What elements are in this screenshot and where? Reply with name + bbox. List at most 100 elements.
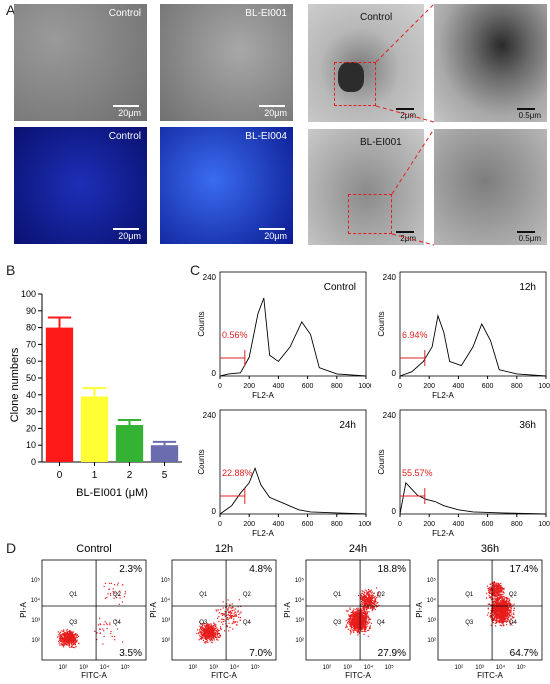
scatter-point (495, 604, 497, 607)
scatter-point (494, 620, 497, 622)
scatter-point (491, 598, 493, 600)
scatter-point (496, 613, 498, 616)
scatter-point (201, 637, 204, 639)
scatter-point (492, 607, 494, 609)
scatter-point (510, 610, 512, 612)
scatter-point (509, 620, 511, 622)
scatter-point (349, 625, 351, 627)
scatter-point (235, 624, 238, 626)
scatter-point (493, 593, 495, 595)
scatter-point (507, 618, 509, 620)
scatter-point (351, 624, 353, 626)
scatter-point (348, 614, 350, 616)
scatter-point (363, 625, 365, 627)
scatter-point (365, 595, 368, 598)
scatter-point (213, 632, 215, 634)
scatter-point (501, 587, 503, 589)
scatter-title: Control (76, 543, 111, 555)
scatter-point (512, 617, 514, 619)
scatter-point (362, 590, 364, 593)
scatter-point (60, 644, 63, 646)
scatter-point (361, 598, 364, 600)
x-tick-label: 10² (454, 665, 463, 671)
scatter-point (240, 605, 242, 608)
scatter-point (66, 641, 68, 643)
scatter-point (112, 588, 114, 590)
scatter-point (369, 598, 371, 600)
scatter-point (349, 633, 352, 635)
scatter-point (203, 628, 205, 631)
scatter-point (489, 592, 491, 594)
scatter-point (213, 630, 215, 632)
scatter-point (365, 592, 367, 594)
scatter-point (70, 633, 72, 636)
scatter-point (502, 607, 504, 609)
scatter-point (368, 595, 370, 597)
scatter-point (497, 600, 499, 602)
scatter-point (360, 617, 362, 620)
scatter-point (210, 626, 213, 628)
scatter-point (63, 640, 65, 642)
scatter-point (362, 621, 364, 623)
scatter-point (495, 622, 498, 624)
scatter-point (213, 634, 215, 637)
scatter-point (102, 643, 104, 645)
scatter-point (362, 606, 364, 608)
quadrant-label: Q1 (333, 592, 342, 598)
scatter-point (351, 614, 353, 616)
scatter-point (73, 636, 76, 638)
scatter-point (74, 638, 76, 640)
scatter-point (365, 606, 368, 608)
scatter-point (65, 638, 67, 640)
scatter-point (229, 610, 231, 612)
scatter-point (500, 588, 502, 590)
scatter-point (69, 640, 72, 643)
y-tick-label: 10³ (427, 618, 436, 624)
panel-a-letter: A (6, 2, 16, 18)
scatter-point (365, 608, 368, 610)
scatter-point (367, 621, 369, 623)
scatter-point (76, 640, 78, 642)
scatter-point (71, 632, 73, 634)
scatter-point (493, 610, 496, 612)
x-tick-label: 10⁴ (496, 664, 506, 671)
scatter-point (508, 603, 511, 605)
scatter-point (367, 594, 369, 596)
scatter-point (512, 604, 514, 606)
scatter-point (69, 635, 71, 637)
scatter-point (358, 625, 360, 627)
scatter-point (513, 616, 515, 619)
scatter-point (376, 605, 379, 608)
scatter-point (362, 592, 364, 595)
scatter-point (353, 608, 355, 610)
scatter-point (59, 637, 61, 639)
scatter-point (63, 634, 65, 637)
scatter-point (498, 597, 501, 600)
scatter-point (213, 626, 215, 629)
scatter-point (354, 623, 356, 625)
scatter-point (216, 610, 218, 612)
scatter-point (228, 622, 230, 624)
x-tick-label: 200 (423, 521, 435, 528)
scatter-point (486, 614, 489, 616)
scatter-point (363, 629, 366, 631)
scatter-point (212, 627, 214, 630)
y-tick-label: 10⁴ (31, 597, 41, 604)
scatter-point (367, 614, 369, 616)
scatter-point (222, 607, 224, 609)
scatter-point (374, 598, 377, 600)
x-tick-label: 0 (218, 383, 222, 390)
scatter-point (121, 584, 124, 586)
scatter-point (61, 637, 63, 640)
scatter-point (502, 611, 504, 613)
scatter-point (207, 628, 209, 630)
scatter-point (498, 586, 500, 588)
scatter-point (206, 623, 209, 625)
bar (45, 327, 74, 462)
histogram-frame (399, 409, 547, 515)
scatter-point (227, 614, 229, 616)
scatter-point (119, 590, 121, 592)
scatter-point (204, 642, 206, 644)
scatter-point (357, 622, 360, 624)
